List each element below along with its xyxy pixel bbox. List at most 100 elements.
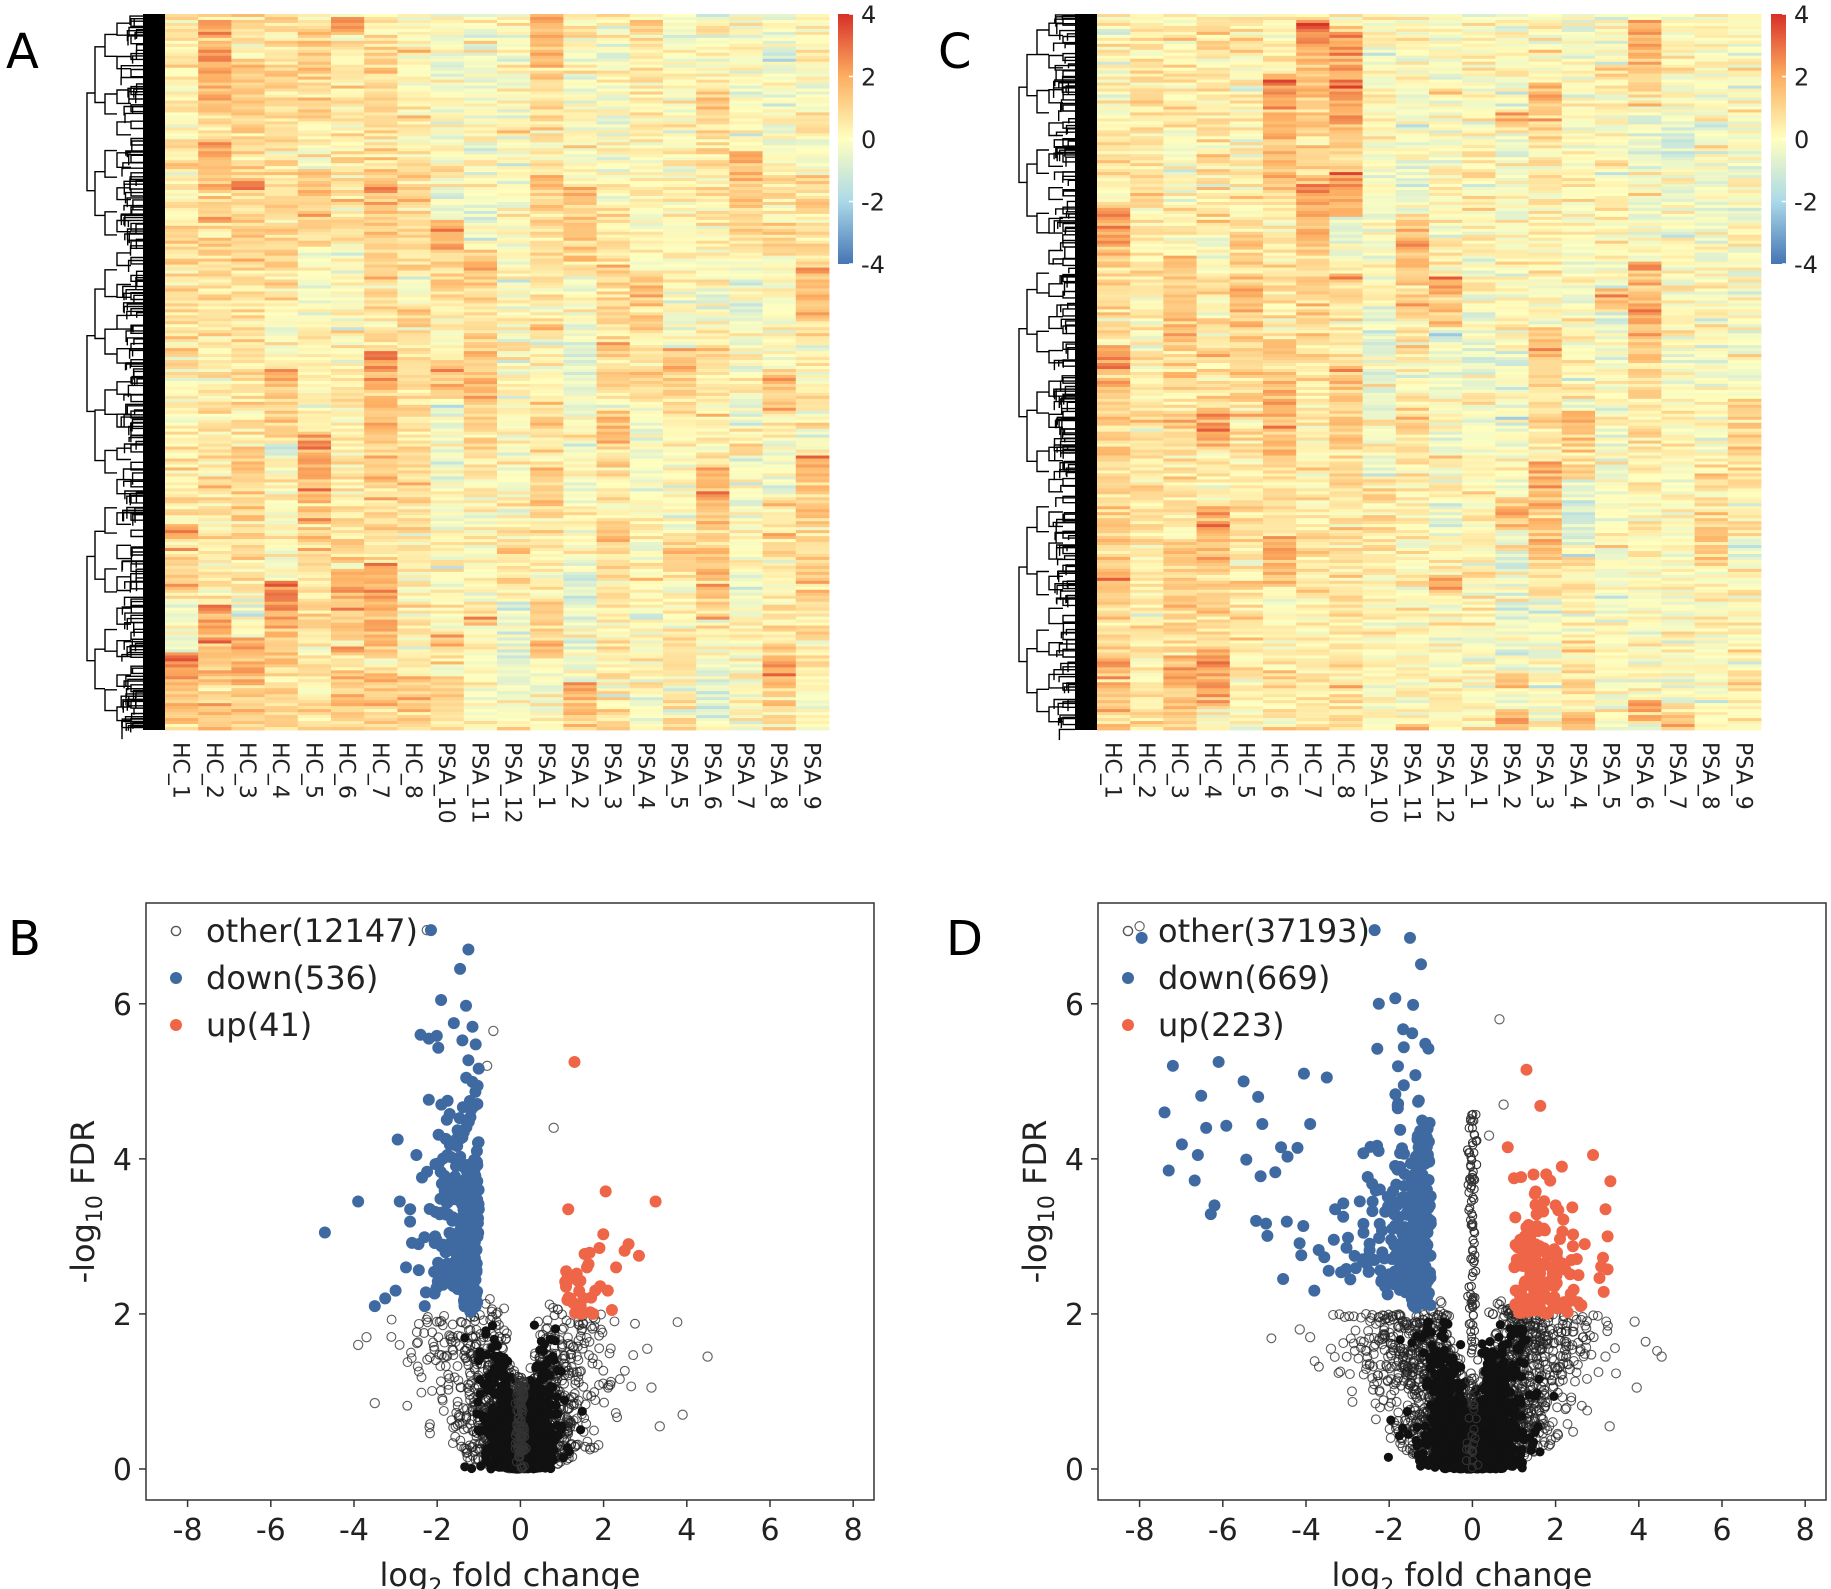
- heatmap-cell: [530, 601, 564, 606]
- heatmap-cell: [563, 225, 597, 230]
- heatmap-cell: [430, 330, 465, 334]
- heatmap-cell: [165, 336, 199, 340]
- heatmap-cell: [397, 491, 431, 495]
- heatmap-cell: [297, 187, 332, 191]
- heatmap-cell: [596, 88, 631, 92]
- heatmap-cell: [530, 622, 564, 626]
- heatmap-cell: [629, 270, 664, 274]
- heatmap-cell: [696, 667, 730, 671]
- heatmap-cell: [596, 470, 631, 474]
- heatmap-cell: [729, 694, 763, 698]
- heatmap-cell: [463, 55, 498, 60]
- heatmap-cell: [629, 524, 664, 528]
- heatmap-cell: [297, 401, 332, 406]
- heatmap-cell: [795, 652, 830, 656]
- heatmap-cell: [331, 342, 365, 346]
- heatmap-cell: [596, 431, 631, 436]
- heatmap-cell: [297, 721, 332, 725]
- heatmap-cell: [762, 407, 797, 412]
- heatmap-cell: [663, 521, 697, 525]
- heatmap-cell: [198, 249, 232, 254]
- heatmap-cell: [696, 622, 730, 626]
- heatmap-cell: [530, 28, 564, 33]
- heatmap-cell: [530, 124, 564, 128]
- heatmap-cell: [729, 166, 763, 170]
- heatmap-cell: [198, 607, 232, 612]
- heatmap-cell: [331, 124, 365, 128]
- heatmap-cell: [497, 697, 531, 701]
- heatmap-cell: [497, 282, 531, 286]
- heatmap-cell: [729, 446, 763, 450]
- heatmap-cell: [165, 652, 199, 656]
- heatmap-cell: [729, 688, 763, 692]
- heatmap-cell: [430, 389, 465, 394]
- heatmap-cell: [397, 697, 431, 701]
- heatmap-cell: [463, 446, 498, 450]
- heatmap-cell: [596, 506, 631, 510]
- heatmap-cell: [795, 440, 830, 444]
- heatmap-cell: [297, 64, 332, 69]
- heatmap-cell: [231, 258, 265, 263]
- heatmap-cell: [198, 64, 232, 69]
- heatmap-cell: [497, 649, 531, 653]
- heatmap-cell: [331, 374, 365, 379]
- heatmap-cell: [497, 160, 531, 164]
- heatmap-cell: [397, 464, 431, 468]
- heatmap-cell: [364, 276, 398, 280]
- heatmap-cell: [231, 521, 265, 525]
- heatmap-cell: [364, 148, 398, 152]
- heatmap-cell: [198, 175, 232, 179]
- heatmap-cell: [331, 416, 365, 421]
- heatmap-cell: [795, 255, 830, 260]
- heatmap-cell: [497, 419, 531, 424]
- heatmap-cell: [264, 19, 299, 24]
- heatmap-cell: [198, 270, 232, 274]
- heatmap-cell: [430, 190, 465, 194]
- heatmap-cell: [596, 198, 631, 203]
- heatmap-cell: [696, 574, 730, 579]
- heatmap-cell: [497, 14, 531, 18]
- heatmap-cell: [629, 264, 664, 268]
- heatmap-cell: [497, 309, 531, 313]
- heatmap-cell: [430, 258, 465, 263]
- heatmap-cell: [463, 306, 498, 310]
- heatmap-cell: [729, 545, 763, 549]
- heatmap-cell: [165, 643, 199, 647]
- heatmap-cell: [198, 76, 232, 81]
- heatmap-cell: [563, 589, 597, 594]
- heatmap-cell: [663, 55, 697, 60]
- heatmap-cell: [364, 440, 398, 444]
- heatmap-cell: [198, 583, 232, 588]
- heatmap-cell: [397, 354, 431, 358]
- heatmap-cell: [497, 139, 531, 143]
- heatmap-cell: [297, 288, 332, 292]
- heatmap-cell: [231, 40, 265, 45]
- heatmap-cell: [696, 258, 730, 263]
- heatmap-cell: [397, 58, 431, 63]
- heatmap-cell: [663, 187, 697, 191]
- heatmap-cell: [231, 461, 265, 465]
- heatmap-cell: [762, 25, 797, 30]
- heatmap-cell: [663, 357, 697, 361]
- heatmap-cell: [231, 437, 265, 442]
- heatmap-cell: [264, 204, 299, 209]
- heatmap-cell: [629, 634, 664, 638]
- heatmap-cell: [463, 303, 498, 307]
- heatmap-cell: [530, 649, 564, 653]
- heatmap-cell: [696, 652, 730, 656]
- heatmap-cell: [629, 291, 664, 295]
- heatmap-cell: [430, 34, 465, 39]
- heatmap-cell: [530, 40, 564, 45]
- heatmap-cell: [629, 470, 664, 474]
- heatmap-cell: [397, 225, 431, 230]
- heatmap-cell: [364, 500, 398, 504]
- heatmap-cell: [729, 407, 763, 412]
- heatmap-cell: [463, 288, 498, 292]
- heatmap-cell: [563, 419, 597, 424]
- heatmap-cell: [231, 404, 265, 409]
- heatmap-cell: [364, 413, 398, 418]
- heatmap-cell: [364, 243, 398, 248]
- heatmap-cell: [663, 616, 697, 621]
- heatmap-cell: [629, 73, 664, 78]
- heatmap-cell: [397, 562, 431, 567]
